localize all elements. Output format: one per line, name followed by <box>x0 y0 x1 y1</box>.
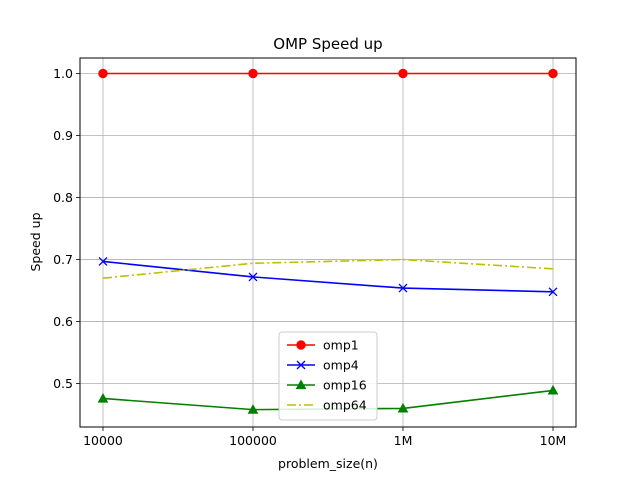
y-tick-label: 0.7 <box>53 252 73 267</box>
x-tick-label: 10M <box>540 433 567 448</box>
x-tick-label: 10000 <box>83 433 123 448</box>
data-point <box>98 256 108 266</box>
legend-marker <box>296 360 306 370</box>
y-tick-label: 1.0 <box>53 66 73 81</box>
x-axis-title: problem_size(n) <box>278 456 378 471</box>
series-omp4 <box>98 256 558 297</box>
legend-box <box>278 331 378 421</box>
series-omp64 <box>102 258 554 279</box>
data-point <box>248 272 258 282</box>
legend-label: omp64 <box>323 398 367 413</box>
data-point <box>398 68 408 79</box>
legend-item-omp1: omp1 <box>287 338 359 353</box>
y-tick-label: 0.6 <box>53 314 73 329</box>
data-point <box>397 402 409 413</box>
legend-item-omp16: omp16 <box>287 378 367 393</box>
data-point <box>98 68 108 79</box>
data-point <box>548 287 558 297</box>
chart-title: OMP Speed up <box>273 35 382 53</box>
legend-item-omp4: omp4 <box>287 358 359 373</box>
ticks: 10000 100000 1M 10M 0.5 0.6 0.7 0.8 0.9 1.0 <box>53 66 566 448</box>
legend: omp1 omp4 omp16 omp64 <box>278 331 378 421</box>
data-point <box>97 392 109 403</box>
data-point <box>248 68 258 79</box>
x-tick-label: 1M <box>394 433 413 448</box>
data-point <box>547 384 559 395</box>
legend-label: omp4 <box>323 358 359 373</box>
x-tick-label: 100000 <box>229 433 277 448</box>
y-tick-label: 0.9 <box>53 128 73 143</box>
legend-marker <box>295 379 307 390</box>
y-axis-title: Speed up <box>28 212 43 271</box>
y-tick-label: 0.8 <box>53 190 73 205</box>
data-point <box>548 68 558 79</box>
y-tick-label: 0.5 <box>53 376 73 391</box>
legend-marker <box>296 340 306 350</box>
legend-label: omp16 <box>323 378 367 393</box>
legend-item-omp64: omp64 <box>287 398 367 413</box>
plot-frame <box>79 57 577 428</box>
series-line <box>102 258 554 279</box>
series-line <box>102 260 554 293</box>
data-point <box>247 404 259 414</box>
data-point <box>398 283 408 293</box>
legend-label: omp1 <box>323 338 359 353</box>
series-omp1 <box>98 68 558 79</box>
